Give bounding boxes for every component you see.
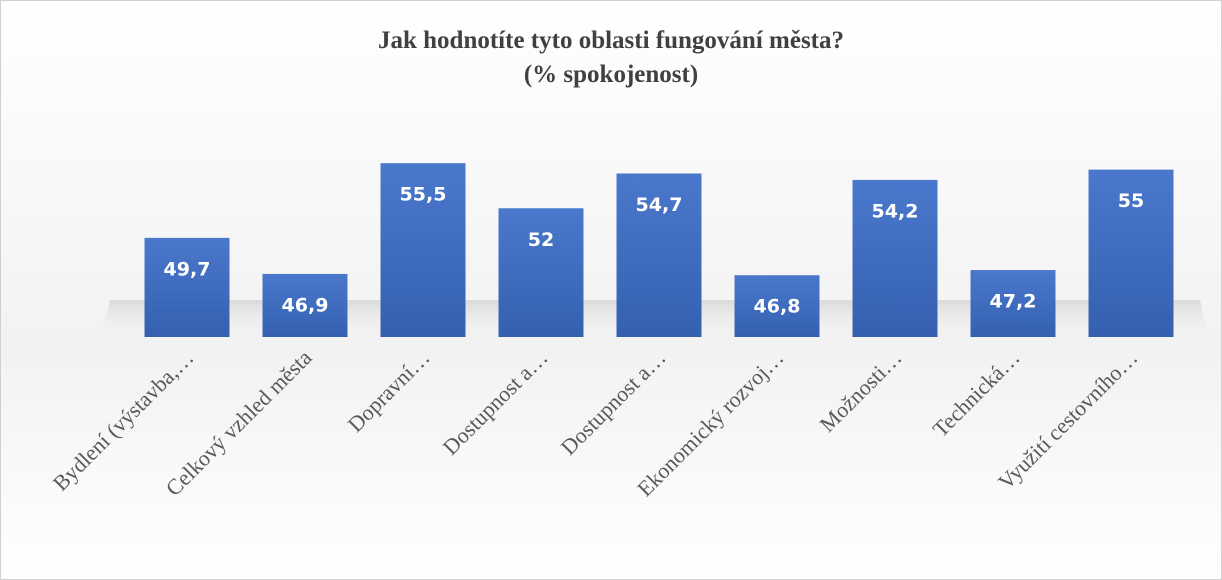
bar [616,173,702,337]
value-label: 54,2 [872,200,919,222]
chart-title: Jak hodnotíte tyto oblasti fungování měs… [378,27,844,54]
bar [1088,169,1174,337]
value-label: 55,5 [400,184,447,206]
bar [380,163,466,337]
bar [498,208,584,337]
bar [734,275,820,337]
bar [970,270,1056,337]
chart-subtitle: (% spokojenost) [524,61,698,88]
bar [262,273,348,337]
value-label: 49,7 [164,258,211,280]
value-label: 46,9 [282,294,329,316]
value-label: 54,7 [636,194,683,216]
value-label: 55 [1118,190,1144,212]
value-label: 47,2 [990,291,1037,313]
value-label: 46,8 [754,296,801,318]
bar [144,237,230,337]
bar [852,179,938,337]
value-label: 52 [528,229,554,251]
